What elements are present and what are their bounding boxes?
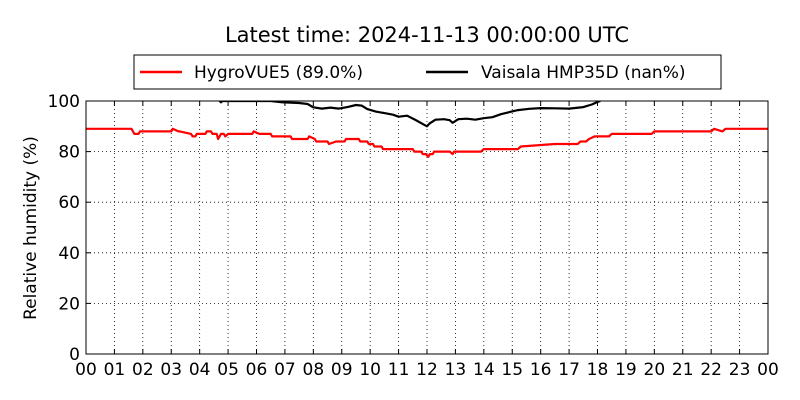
x-tick-label: 16 (530, 360, 552, 380)
x-tick-label: 01 (104, 360, 126, 380)
x-tick-label: 23 (729, 360, 751, 380)
x-tick-label: 18 (587, 360, 609, 380)
x-tick-label: 04 (189, 360, 211, 380)
y-tick-label: 60 (58, 193, 80, 213)
y-tick-label: 0 (69, 345, 80, 365)
x-tick-label: 05 (217, 360, 239, 380)
y-tick-label: 40 (58, 244, 80, 264)
grid (86, 101, 768, 354)
ticks: 00 01 02 03 04 05 06 07 08 09 10 11 12 13 14 15 16 17 18 19… (48, 92, 779, 380)
x-tick-label: 19 (615, 360, 637, 380)
series-line-vaisala (218, 101, 601, 128)
x-tick-label: 11 (388, 360, 410, 380)
x-tick-label: 00 (757, 360, 779, 380)
y-tick-label: 100 (48, 92, 80, 112)
x-tick-label: 21 (672, 360, 694, 380)
plot-frame (85, 100, 769, 355)
legend: HygroVUE5 (89.0%) Vaisala HMP35D (nan%) (133, 54, 722, 90)
x-tick-label: 15 (501, 360, 523, 380)
x-tick-label: 13 (445, 360, 467, 380)
x-tick-label: 09 (331, 360, 353, 380)
series-line-hygrovue5 (86, 127, 768, 158)
x-tick-label: 20 (644, 360, 666, 380)
x-tick-label: 00 (75, 360, 97, 380)
x-tick-label: 22 (700, 360, 722, 380)
x-tick-label: 17 (558, 360, 580, 380)
x-tick-label: 02 (132, 360, 154, 380)
x-tick-label: 03 (160, 360, 182, 380)
y-tick-label: 80 (58, 143, 80, 163)
legend-label-vaisala: Vaisala HMP35D (nan%) (481, 63, 685, 83)
y-tick-label: 20 (58, 294, 80, 314)
legend-label-hygrovue5: HygroVUE5 (89.0%) (194, 63, 363, 83)
x-tick-label: 10 (359, 360, 381, 380)
x-tick-label: 12 (416, 360, 438, 380)
x-tick-label: 06 (246, 360, 268, 380)
x-tick-label: 07 (274, 360, 296, 380)
x-tick-label: 14 (473, 360, 495, 380)
series-layer (86, 101, 768, 158)
x-tick-label: 08 (303, 360, 325, 380)
chart-title: Latest time: 2024-11-13 00:00:00 UTC (225, 23, 629, 47)
y-axis-label: Relative humidity (%) (21, 136, 41, 320)
